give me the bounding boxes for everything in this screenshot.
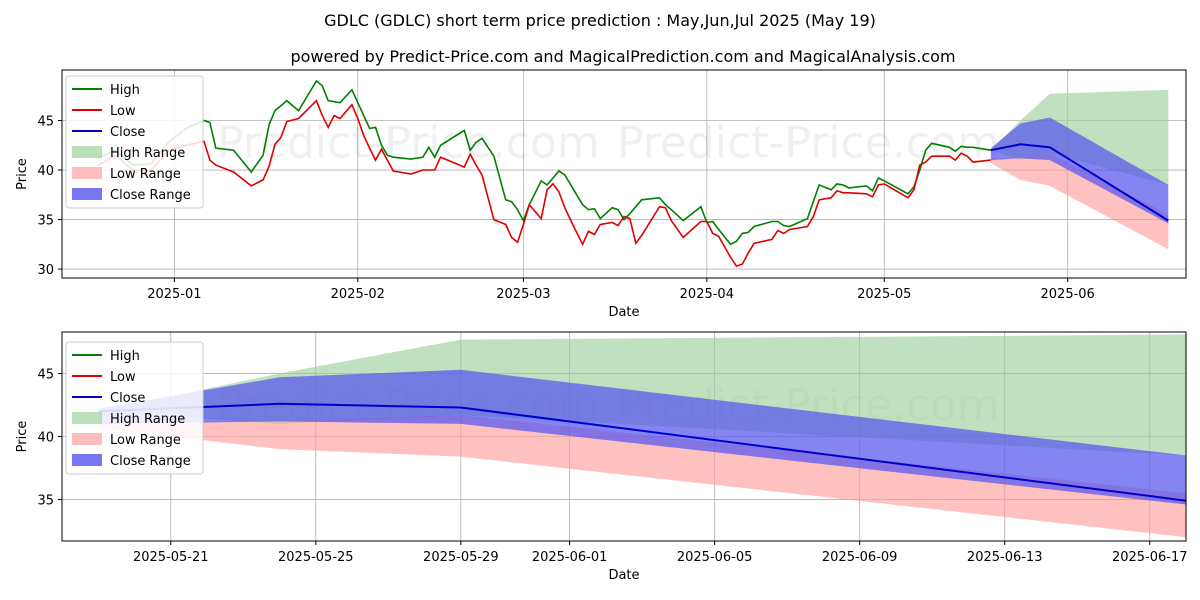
x-tick-label: 2025-05-25 [278,550,354,565]
legend-swatch-high-range [72,146,102,158]
x-tick-label: 2025-06 [1041,287,1095,302]
legend-swatch-close-range [72,188,102,200]
close-series-line [990,143,1169,222]
legend-label-high: High [110,83,140,98]
history-panel: Predict-Price.com Predict-Price.com 30 35 40… [15,69,1187,320]
x-axis-label: Date [608,305,639,320]
y-axis-label: Price [15,158,30,190]
x-tick-label: 2025-06-17 [1112,550,1188,565]
low-range-area [990,153,1169,250]
legend-swatch-low-range [72,167,102,179]
y-tick-label: 35 [37,214,54,229]
legend-swatch-high-range [72,412,102,424]
chart-subtitle: powered by Predict-Price.com and Magical… [290,47,955,66]
x-tick-label: 2025-04 [680,287,734,302]
close-range-area [98,369,1186,505]
x-tick-label: 2025-06-13 [967,550,1043,565]
legend-label-low: Low [110,104,136,119]
legend-label-close-range: Close Range [110,454,191,469]
legend-label-close: Close [110,391,145,406]
forecast-panel: Predict-Price.comPredict-Price.com354045… [15,331,1188,583]
legend-label-high-range: High Range [110,146,185,161]
y-tick-label: 45 [37,368,54,383]
low-series-line [97,99,991,268]
x-axis-label: Date [608,568,639,583]
legend-label-low-range: Low Range [110,433,181,448]
x-tick-label: 2025-01 [147,287,201,302]
y-tick-label: 40 [37,164,54,179]
legend-swatch-close-range [72,454,102,466]
legend-label-high: High [110,349,140,364]
x-tick-label: 2025-06-05 [677,550,753,565]
y-tick-label: 30 [37,263,54,278]
legend-label-close: Close [110,125,145,140]
high-series-line [97,79,991,246]
chart-title: GDLC (GDLC) short term price prediction … [324,11,876,30]
watermark-text: Predict-Price.com [217,117,600,168]
y-axis-label: Price [15,421,30,453]
x-tick-label: 2025-02 [331,287,385,302]
x-tick-label: 2025-05-21 [133,550,209,565]
legend-label-low-range: Low Range [110,167,181,182]
x-tick-label: 2025-05 [857,287,911,302]
x-tick-label: 2025-03 [496,287,550,302]
legend-label-low: Low [110,370,136,385]
legend-label-high-range: High Range [110,412,185,427]
watermark-text: Predict-Price.com [617,117,1000,168]
low-range-area [98,415,1186,538]
legend-swatch-low-range [72,433,102,445]
y-tick-label: 40 [37,431,54,446]
close-range-area [990,117,1169,224]
legend-label-close-range: Close Range [110,188,191,203]
x-tick-label: 2025-06-09 [822,550,898,565]
y-tick-label: 35 [37,493,54,508]
x-tick-label: 2025-06-01 [532,550,608,565]
plot-frame [61,69,1187,279]
y-tick-label: 45 [37,115,54,130]
x-tick-label: 2025-05-29 [423,550,499,565]
